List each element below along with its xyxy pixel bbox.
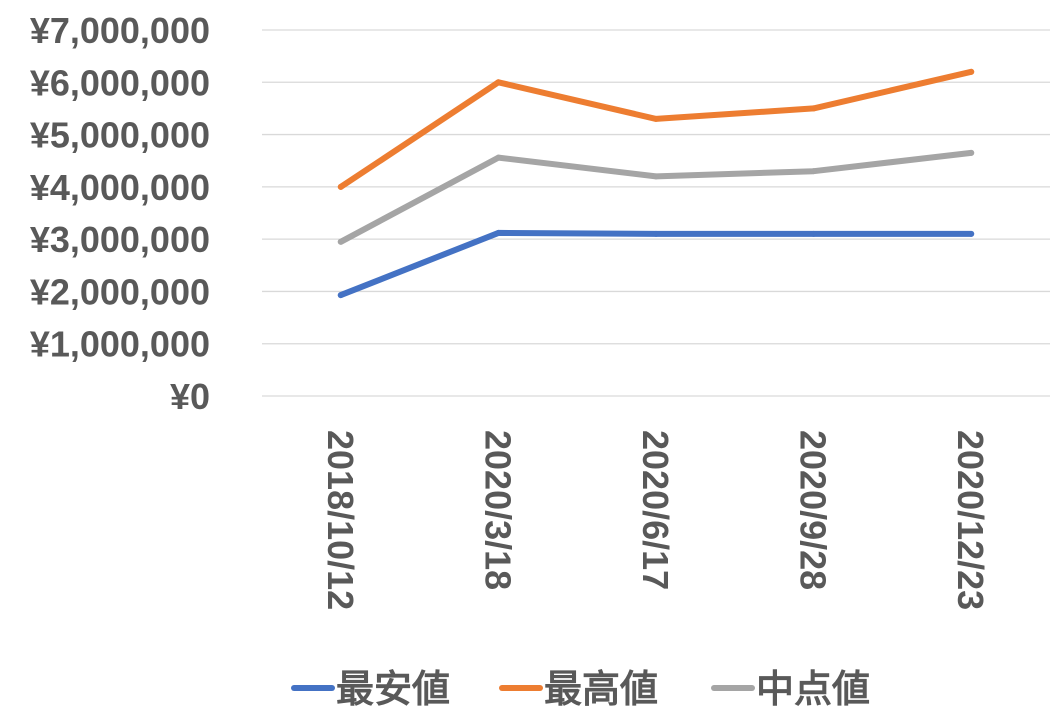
data-point <box>653 173 659 180</box>
gridlines <box>262 29 1050 397</box>
series-line <box>337 68 975 190</box>
y-tick-label: ¥1,000,000 <box>30 324 210 365</box>
legend-label: 最高値 <box>544 667 658 711</box>
data-point <box>495 229 502 236</box>
data-point <box>337 238 344 245</box>
legend: 最安値 最高値 中点値 <box>291 667 870 711</box>
x-axis-tick-labels: 2018/10/12 2020/3/18 2020/6/17 2020/9/28 202… <box>320 430 991 610</box>
x-tick-label: 2020/12/23 <box>950 430 991 610</box>
x-tick-label: 2020/9/28 <box>793 430 834 590</box>
data-point <box>337 292 344 299</box>
x-tick-label: 2020/3/18 <box>477 430 518 590</box>
data-point <box>968 230 975 237</box>
legend-label: 最安値 <box>336 667 450 711</box>
y-tick-label: ¥5,000,000 <box>30 115 210 156</box>
series-lines <box>337 68 975 299</box>
y-axis-tick-labels: ¥0 ¥1,000,000 ¥2,000,000 ¥3,000,000 ¥4,000,0… <box>30 10 210 417</box>
series-line <box>337 149 975 245</box>
x-tick-label: 2020/6/17 <box>635 430 676 590</box>
y-tick-label: ¥2,000,000 <box>30 271 210 312</box>
data-point <box>968 149 975 156</box>
data-point <box>337 183 344 190</box>
data-point <box>810 168 817 175</box>
y-tick-label: ¥6,000,000 <box>30 62 210 103</box>
data-point <box>495 79 502 86</box>
data-point <box>810 230 817 237</box>
y-tick-label: ¥7,000,000 <box>30 10 210 51</box>
data-point <box>653 115 659 122</box>
legend-label: 中点値 <box>756 667 870 711</box>
x-tick-label: 2018/10/12 <box>320 430 361 610</box>
series-line <box>337 229 975 299</box>
y-tick-label: ¥0 <box>170 376 210 417</box>
data-point <box>495 154 502 161</box>
data-point <box>968 68 975 75</box>
data-point <box>810 105 817 112</box>
data-point <box>653 230 659 237</box>
y-tick-label: ¥4,000,000 <box>30 167 210 208</box>
y-tick-label: ¥3,000,000 <box>30 219 210 260</box>
